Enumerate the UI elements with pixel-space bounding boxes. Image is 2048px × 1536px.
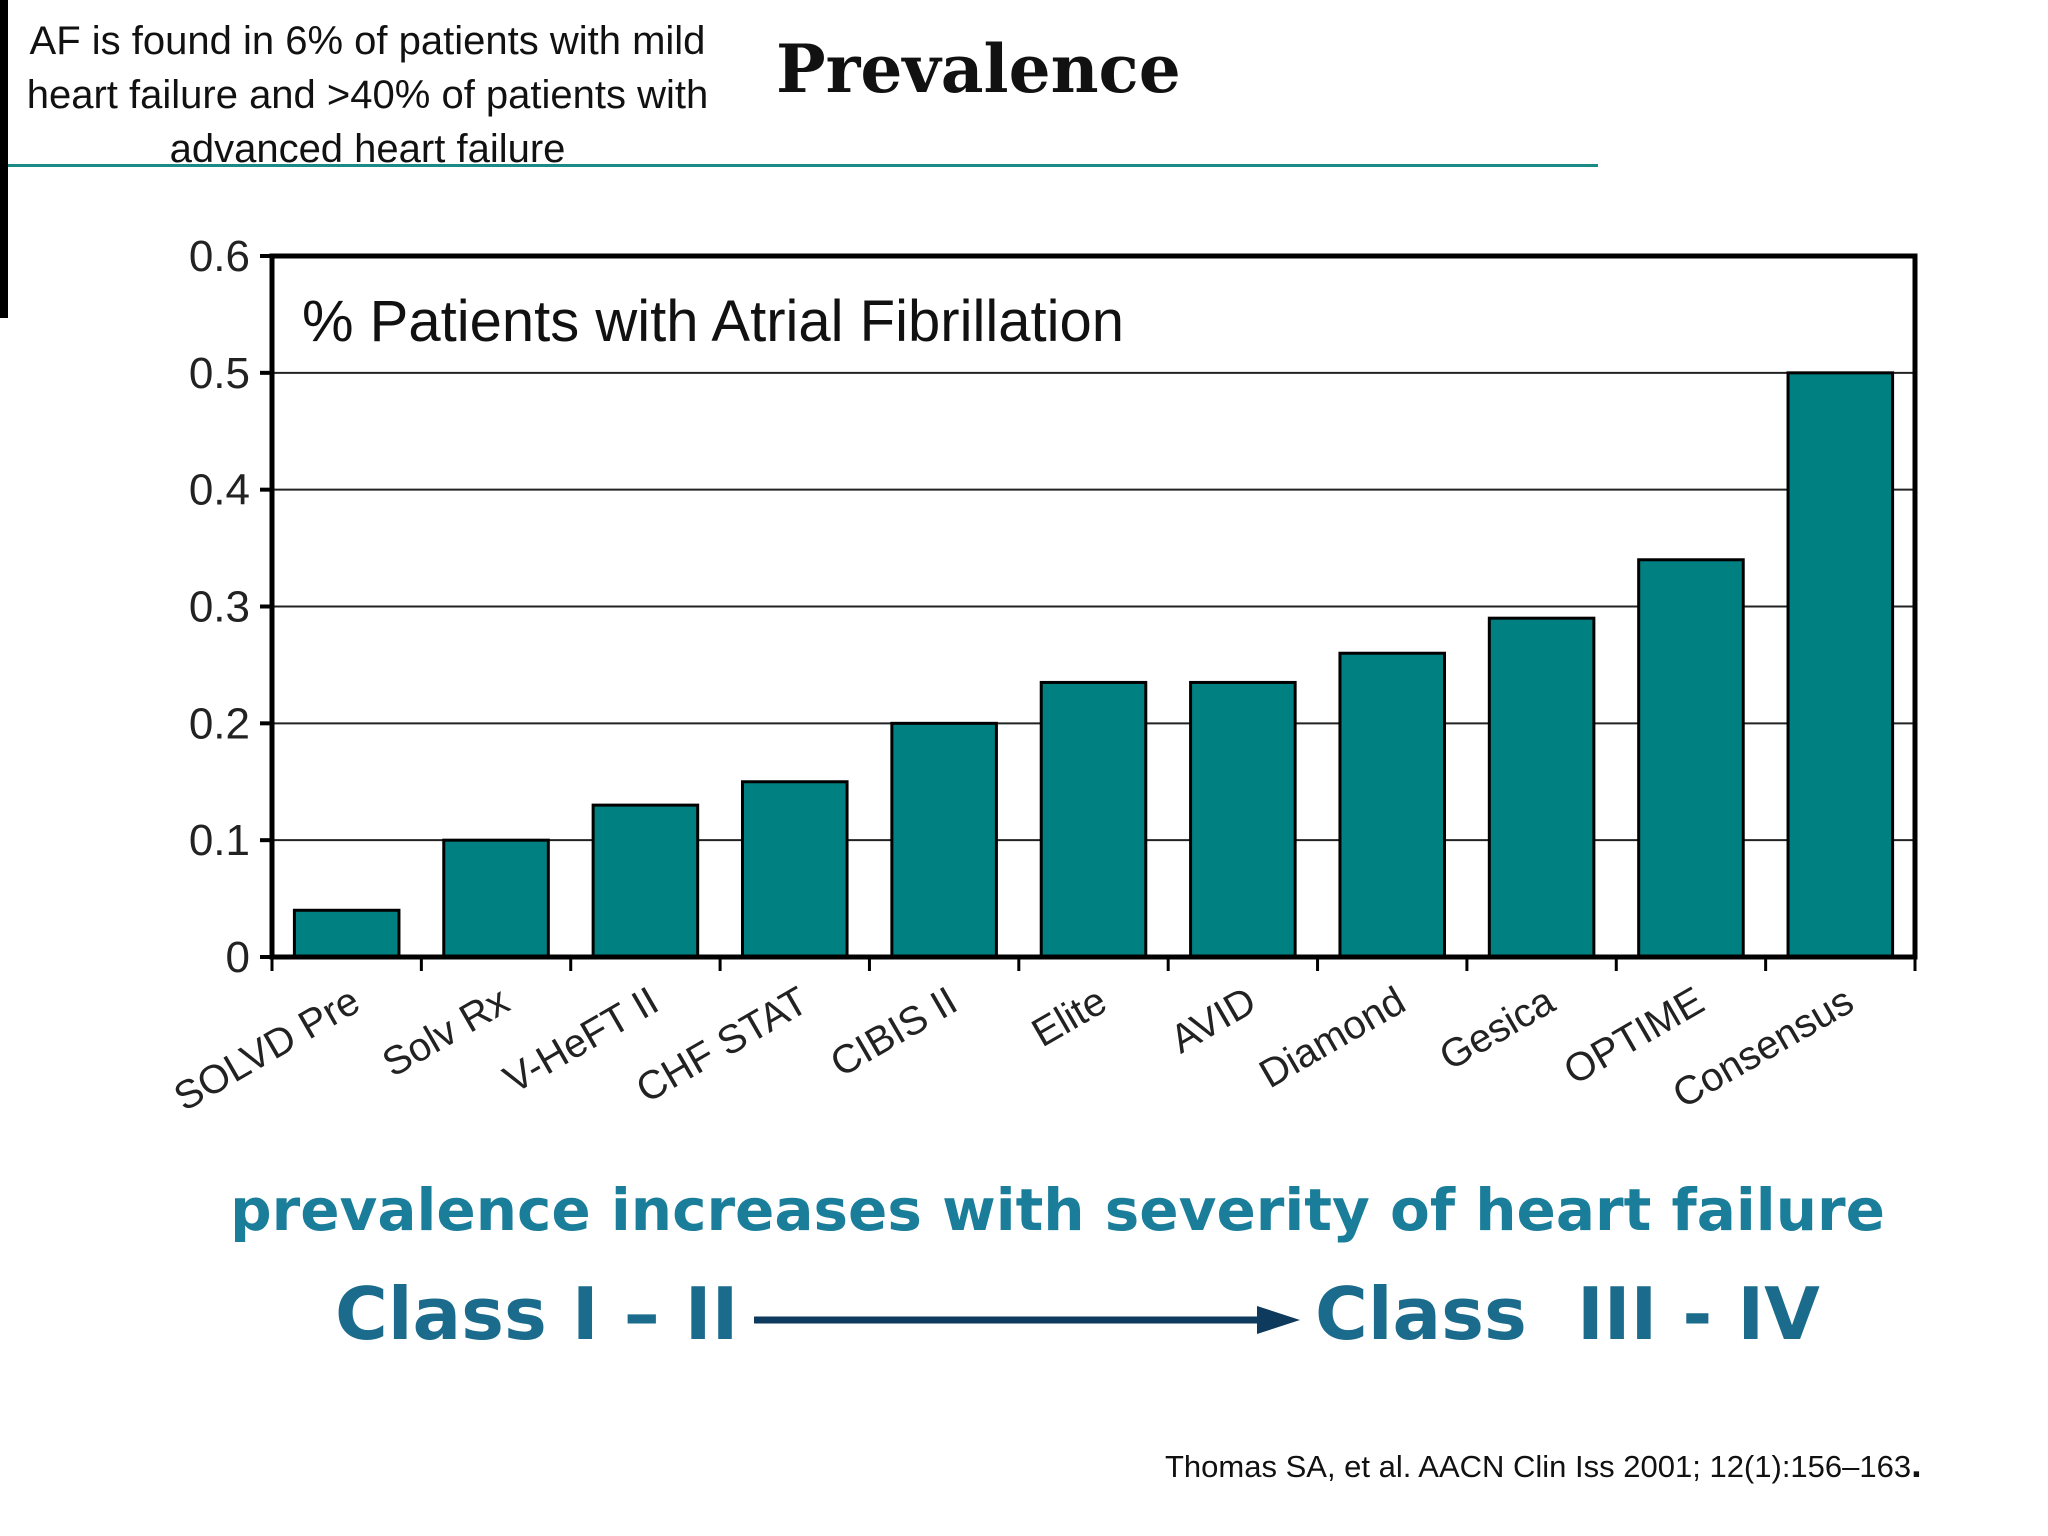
header-rule [8,164,1598,167]
bars [292,371,1895,959]
y-tick-label: 0.5 [189,349,250,398]
severity-arrow-icon [754,1306,1300,1334]
chart-title: % Patients with Atrial Fibrillation [302,289,1124,354]
bar-consensus [1786,371,1895,959]
y-tick-label: 0.2 [189,699,250,748]
bar-v-heft-ii [591,803,700,959]
x-tick-label: Diamond [1252,979,1413,1097]
chart-caption: prevalence increases with severity of he… [230,1176,1885,1244]
x-tick-label: AVID [1163,979,1263,1062]
y-tick-label: 0.1 [189,816,250,865]
bar-gesica [1487,616,1596,959]
bar-solv-rx [442,838,550,959]
citation-end: . [1911,1444,1922,1486]
bar-optime [1637,558,1745,959]
x-tick-label: SOLVD Pre [167,979,367,1120]
y-tick-label: 0.6 [189,232,250,281]
class-to-label: Class III - IV [1315,1272,1820,1356]
x-tick-label: CHF STAT [629,979,815,1112]
class-from-label: Class I – II [335,1272,739,1356]
bar-cibis-ii [890,721,998,959]
slide-title: Prevalence [776,30,1181,108]
bar-diamond [1338,651,1447,959]
bar-chf-stat [740,780,849,959]
bar-elite [1039,680,1148,959]
x-tick-label: Gesica [1432,978,1562,1079]
y-tick-label: 0.3 [189,583,250,632]
x-tick-label: Solv Rx [375,979,516,1086]
chart-title-backdrop [276,260,1336,362]
y-tick-label: 0.4 [189,466,250,515]
summary-note: AF is found in 6% of patients with mild … [26,19,709,171]
x-tick-label: CIBIS II [823,979,964,1086]
x-tick-label: Elite [1025,979,1114,1056]
y-tick-label: 0 [226,933,250,982]
bar-avid [1189,680,1297,959]
left-edge-bar [0,0,8,318]
citation-text: Thomas SA, et al. AACN Clin Iss 2001; 12… [1165,1449,1912,1484]
bar-solvd-pre [292,908,401,959]
citation: Thomas SA, et al. AACN Clin Iss 2001; 12… [1165,1444,1922,1487]
